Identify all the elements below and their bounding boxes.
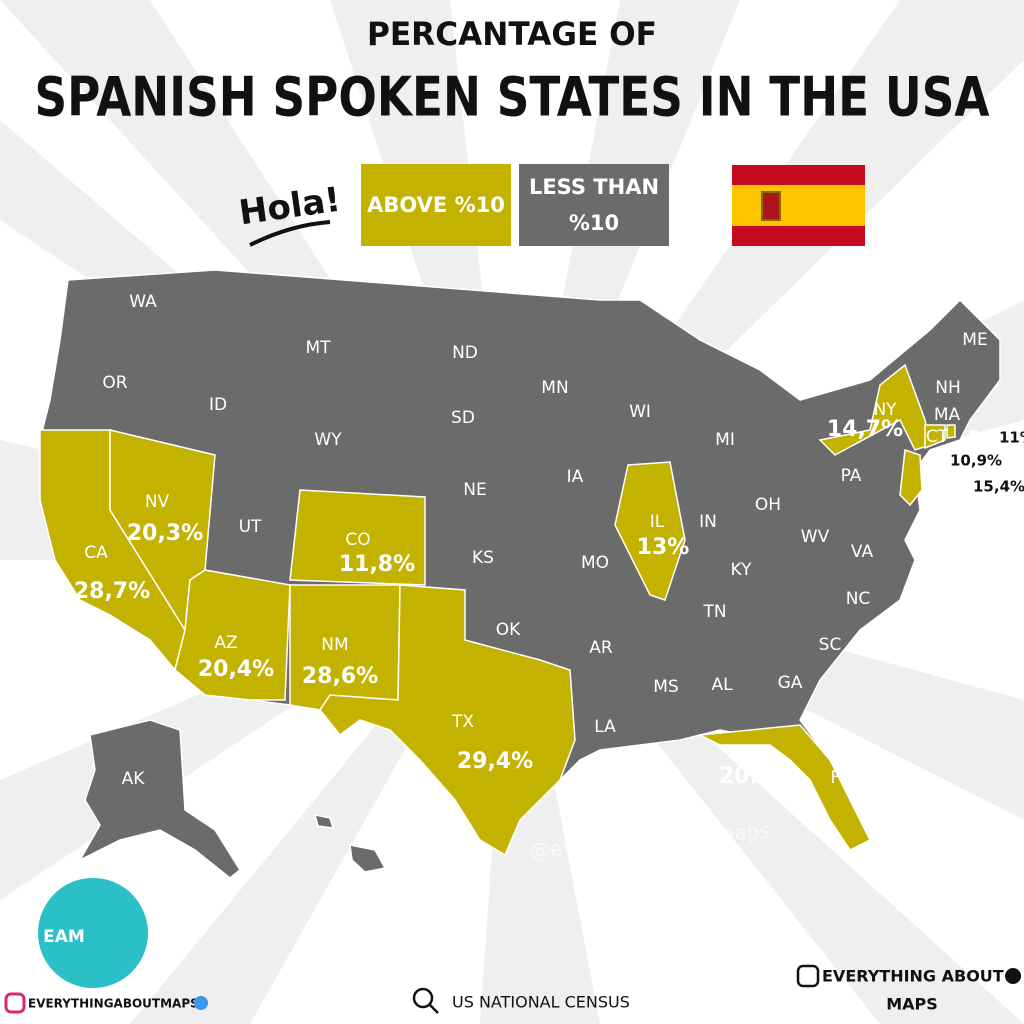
search-icon bbox=[412, 987, 434, 1009]
state-value: 20.2% bbox=[719, 764, 795, 789]
state-abbr: OK bbox=[496, 620, 521, 640]
state-value: 20,4% bbox=[198, 657, 274, 682]
state-abbr: OH bbox=[755, 495, 781, 515]
state-abbr: AR bbox=[589, 638, 613, 658]
state-abbr: SC bbox=[819, 635, 842, 655]
state-value: 11,8% bbox=[339, 552, 415, 577]
state-abbr: OR bbox=[102, 373, 127, 393]
state-abbr: RI bbox=[968, 428, 987, 448]
brand-line-2: MAPS bbox=[886, 995, 938, 1014]
state-abbr: FL bbox=[830, 768, 850, 788]
state-abbr: GA bbox=[778, 673, 803, 693]
title-line-2: SPANISH SPOKEN STATES IN THE USA bbox=[35, 66, 990, 129]
state-value: 11% bbox=[999, 429, 1024, 447]
state-abbr: MS bbox=[653, 677, 678, 697]
state-abbr: TN bbox=[702, 602, 726, 622]
state-abbr: TX bbox=[451, 712, 474, 732]
state-abbr: WY bbox=[314, 430, 342, 450]
state-abbr: MO bbox=[581, 553, 609, 573]
logo-text: EAM bbox=[43, 927, 85, 947]
state-abbr: CO bbox=[345, 530, 370, 550]
hawaii bbox=[313, 814, 335, 829]
state-ri bbox=[946, 424, 956, 439]
hawaii bbox=[349, 844, 387, 873]
brand-line-1: EVERYTHING ABOUT bbox=[822, 967, 1004, 986]
state-value: 28,7% bbox=[74, 579, 150, 604]
state-value: 13% bbox=[637, 535, 690, 560]
legend-below-label: %10 bbox=[569, 211, 619, 235]
state-az bbox=[174, 569, 291, 701]
state-abbr: WV bbox=[801, 527, 830, 547]
state-abbr: NE bbox=[463, 480, 486, 500]
instagram-icon bbox=[4, 992, 26, 1014]
state-value: 10,9% bbox=[950, 452, 1002, 470]
state-abbr: NH bbox=[935, 378, 961, 398]
state-abbr: CT bbox=[926, 427, 949, 447]
state-abbr: IA bbox=[567, 467, 584, 487]
legend-above-swatch bbox=[361, 164, 511, 246]
state-abbr: AZ bbox=[214, 633, 237, 653]
account-name: EVERYTHINGABOUTMAPS bbox=[28, 997, 199, 1011]
state-abbr: WA bbox=[129, 292, 157, 312]
state-abbr: AK bbox=[122, 769, 146, 789]
state-abbr: NY bbox=[873, 400, 897, 420]
state-abbr: NM bbox=[321, 635, 348, 655]
watermark: @everythingaboutmaps bbox=[529, 818, 771, 863]
verified-badge bbox=[194, 996, 208, 1010]
title-line-1: PERCANTAGE OF bbox=[367, 15, 657, 53]
state-il bbox=[614, 461, 686, 601]
state-abbr: LA bbox=[594, 717, 616, 737]
state-value: 28,6% bbox=[302, 664, 378, 689]
legend-below-swatch bbox=[519, 164, 669, 246]
state-abbr: NC bbox=[846, 589, 871, 609]
footer: EAM EVERYTHINGABOUTMAPS US NATIONAL CENS… bbox=[4, 878, 1021, 1014]
instagram-icon bbox=[796, 964, 820, 988]
state-abbr: MA bbox=[934, 405, 961, 425]
state-abbr: SD bbox=[451, 408, 475, 428]
state-abbr: NJ bbox=[940, 477, 961, 497]
logo-circle bbox=[38, 878, 148, 988]
state-abbr: AL bbox=[711, 675, 733, 695]
state-abbr: PA bbox=[841, 466, 862, 486]
state-abbr: MT bbox=[305, 338, 331, 358]
greeting-underline bbox=[249, 220, 331, 247]
state-abbr: ME bbox=[962, 330, 987, 350]
us-map bbox=[39, 269, 1001, 879]
legend-above-label: ABOVE %10 bbox=[367, 193, 505, 217]
state-value: 15,4% bbox=[973, 478, 1024, 496]
state-abbr: MI bbox=[715, 430, 735, 450]
state-nj bbox=[899, 448, 923, 507]
source: US NATIONAL CENSUS bbox=[452, 993, 630, 1012]
state-tx bbox=[319, 584, 576, 857]
state-abbr: NV bbox=[145, 492, 170, 512]
verified-badge bbox=[1005, 968, 1021, 984]
state-abbr: MN bbox=[541, 378, 568, 398]
state-value: 20,3% bbox=[127, 521, 203, 546]
state-abbr: IL bbox=[650, 512, 665, 532]
state-abbr: KS bbox=[472, 548, 494, 568]
state-value: 14,7% bbox=[827, 417, 903, 442]
state-abbr: CA bbox=[84, 543, 108, 563]
search-icon bbox=[429, 1004, 439, 1014]
state-abbr: IN bbox=[699, 512, 717, 532]
state-ct bbox=[924, 424, 946, 450]
state-abbr: KY bbox=[731, 560, 753, 580]
state-abbr: ID bbox=[209, 395, 227, 415]
state-value: 29,4% bbox=[457, 749, 533, 774]
legend: Hola! ABOVE %10 LESS THAN %10 bbox=[237, 164, 669, 247]
state-abbr: WI bbox=[629, 402, 651, 422]
state-fl bbox=[697, 724, 872, 851]
spain-flag bbox=[732, 165, 865, 246]
alaska bbox=[78, 719, 241, 879]
state-labels: WA OR ID MT WY ND SD NE KS OK TX 29,4% MN IA MO AR LA WI I… bbox=[74, 292, 1024, 789]
state-abbr: VA bbox=[851, 542, 874, 562]
state-abbr: ND bbox=[452, 343, 478, 363]
state-abbr: UT bbox=[239, 517, 262, 537]
state-co bbox=[289, 489, 426, 586]
legend-below-label: LESS THAN bbox=[529, 175, 659, 199]
